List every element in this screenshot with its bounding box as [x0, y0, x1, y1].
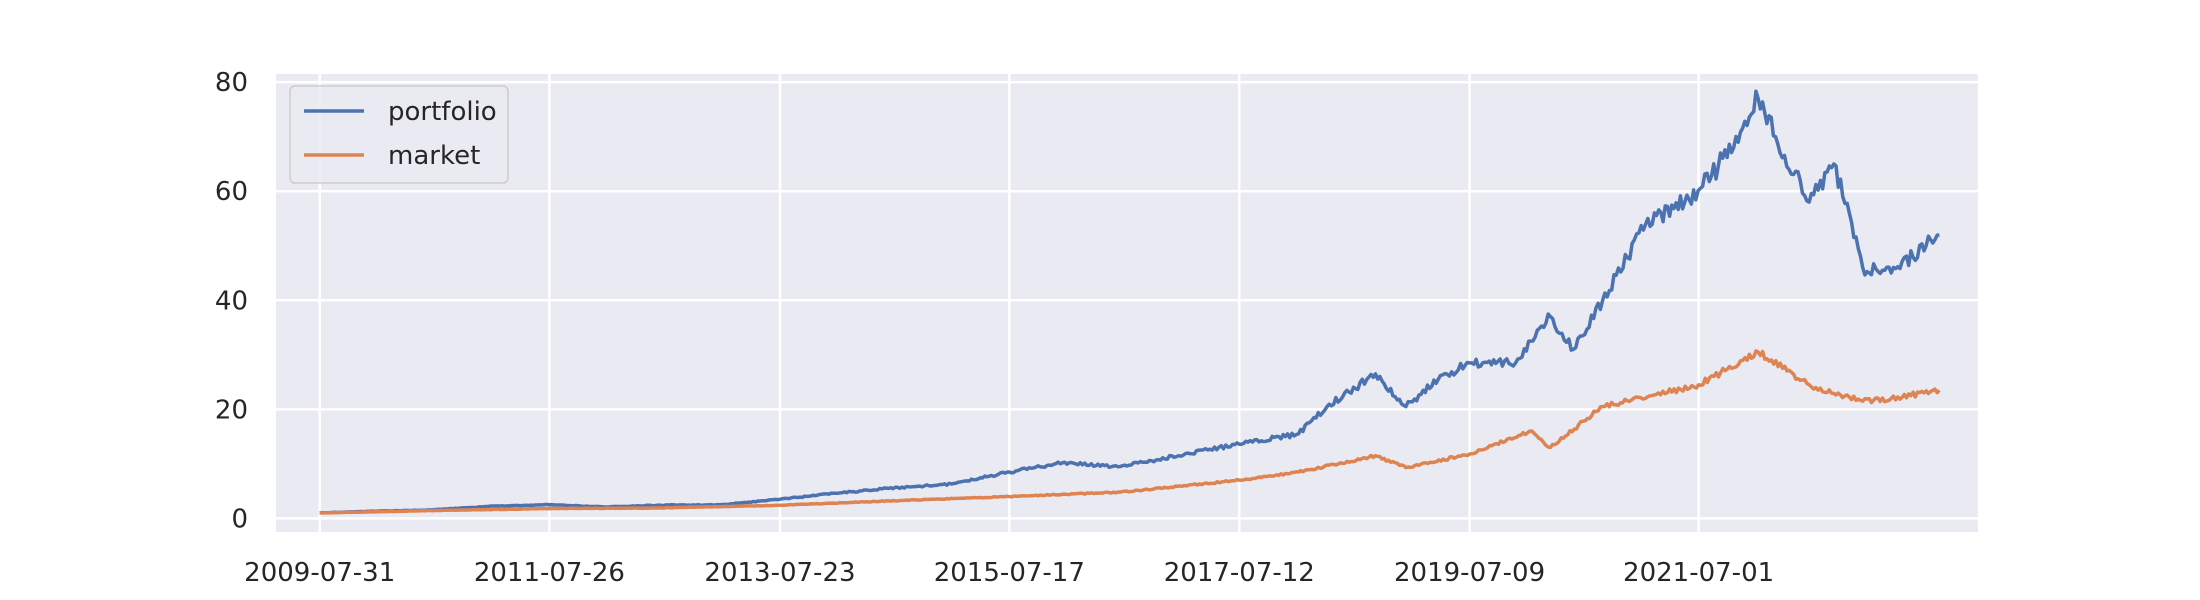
y-tick-label: 20: [215, 395, 248, 425]
y-tick-label: 0: [231, 504, 248, 534]
series-line-market: [319, 349, 1941, 515]
x-tick-label: 2015-07-17: [934, 558, 1085, 588]
x-tick-label: 2009-07-31: [244, 558, 395, 588]
y-axis-tick-labels: 0 20 40 60 80: [215, 68, 248, 534]
x-tick-label: 2021-07-01: [1623, 558, 1774, 588]
y-tick-label: 60: [215, 177, 248, 207]
legend-label-market: market: [388, 141, 480, 171]
x-tick-label: 2017-07-12: [1164, 558, 1315, 588]
y-tick-label: 80: [215, 68, 248, 98]
x-tick-label: 2019-07-09: [1394, 558, 1545, 588]
grid-lines: [276, 74, 1978, 532]
y-tick-label: 40: [215, 286, 248, 316]
x-tick-label: 2013-07-23: [704, 558, 855, 588]
legend-label-portfolio: portfolio: [388, 97, 497, 127]
series-lines: [319, 89, 1941, 515]
x-axis-tick-labels: 2009-07-31 2011-07-26 2013-07-23 2015-07…: [244, 558, 1774, 588]
x-tick-label: 2011-07-26: [474, 558, 625, 588]
plot-area: [276, 74, 1978, 532]
series-line-portfolio: [319, 89, 1940, 515]
legend: portfolio market: [289, 85, 509, 184]
